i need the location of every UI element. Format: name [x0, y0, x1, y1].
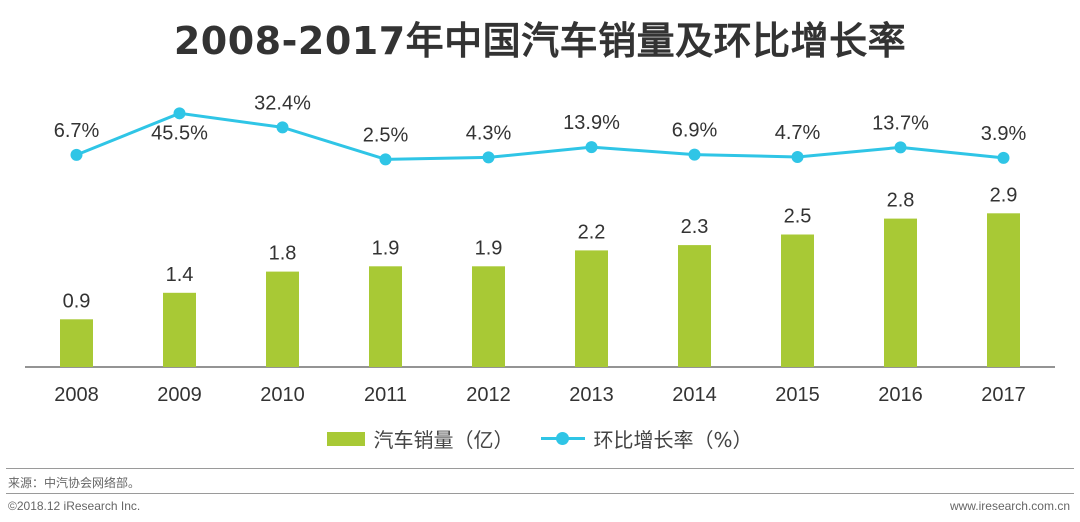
growth-label-2013: 13.9% — [563, 112, 620, 134]
website-link[interactable]: www.iresearch.com.cn — [949, 499, 1070, 513]
growth-label-2008: 6.7% — [54, 120, 100, 142]
bar-2017 — [987, 213, 1020, 367]
copyright-text: ©2018.12 iResearch Inc. — [8, 499, 141, 513]
growth-point-2017 — [997, 151, 1010, 164]
growth-label-2017: 3.9% — [981, 123, 1027, 145]
growth-label-2015: 4.7% — [775, 122, 821, 144]
legend-sales-label: 汽车销量（亿） — [373, 428, 514, 452]
bar-2015 — [781, 234, 814, 367]
growth-point-2016 — [894, 141, 907, 154]
bar-label-2016: 2.8 — [887, 190, 915, 212]
bar-label-2010: 1.8 — [269, 243, 297, 265]
x-tick-2015: 2015 — [775, 384, 820, 406]
bar-2016 — [884, 218, 917, 367]
legend-item-growth: 环比增长率（%） — [541, 424, 753, 453]
bar-2014 — [678, 245, 711, 367]
growth-label-2016: 13.7% — [872, 112, 929, 134]
bar-2009 — [163, 292, 196, 367]
bar-label-2012: 1.9 — [475, 237, 503, 259]
x-tick-2017: 2017 — [981, 384, 1026, 406]
bar-label-2011: 1.9 — [372, 237, 400, 259]
bar-label-2015: 2.5 — [784, 206, 812, 228]
x-tick-2016: 2016 — [878, 384, 923, 406]
bar-label-2009: 1.4 — [166, 264, 194, 286]
bar-label-2008: 0.9 — [63, 290, 91, 312]
growth-point-2015 — [791, 150, 804, 163]
legend-line-swatch — [541, 432, 586, 445]
growth-point-2011 — [379, 153, 392, 166]
footer-divider-top — [6, 468, 1074, 469]
bar-label-2014: 2.3 — [681, 216, 709, 238]
growth-point-2010 — [276, 121, 289, 134]
x-tick-2014: 2014 — [672, 384, 717, 406]
bar-label-2013: 2.2 — [578, 221, 606, 243]
growth-point-2008 — [70, 148, 83, 161]
bar-2013 — [575, 250, 608, 367]
growth-point-2009 — [173, 107, 186, 120]
legend-bar-swatch — [327, 431, 366, 446]
chart-legend: 汽车销量（亿） 环比增长率（%） — [0, 424, 1080, 453]
x-tick-2011: 2011 — [364, 384, 407, 406]
x-tick-2010: 2010 — [260, 384, 305, 406]
bar-2011 — [369, 266, 402, 367]
legend-growth-label: 环比增长率（%） — [593, 428, 753, 452]
growth-point-2012 — [482, 151, 495, 164]
source-note: 来源：中汽协会网络部。 — [8, 476, 141, 490]
growth-rate-line — [75, 111, 1004, 161]
growth-label-2012: 4.3% — [466, 122, 512, 144]
x-tick-2008: 2008 — [54, 384, 99, 406]
growth-label-2014: 6.9% — [672, 120, 718, 142]
bar-2012 — [472, 266, 505, 367]
legend-item-sales: 汽车销量（亿） — [327, 424, 513, 453]
growth-point-2013 — [585, 141, 598, 154]
x-tick-2009: 2009 — [157, 384, 202, 406]
x-tick-2013: 2013 — [569, 384, 614, 406]
x-tick-2012: 2012 — [466, 384, 511, 406]
bar-label-2017: 2.9 — [990, 184, 1018, 206]
growth-label-2010: 32.4% — [254, 92, 311, 114]
legend-line-dot — [556, 432, 570, 445]
bar-2008 — [60, 319, 93, 367]
bar-2010 — [266, 271, 299, 367]
growth-label-2009: 45.5% — [151, 122, 208, 144]
chart-title: 2008-2017年中国汽车销量及环比增长率 — [173, 19, 907, 63]
footer-divider-bottom — [6, 493, 1074, 494]
growth-label-2011: 2.5% — [363, 124, 409, 146]
growth-point-2014 — [688, 148, 701, 161]
